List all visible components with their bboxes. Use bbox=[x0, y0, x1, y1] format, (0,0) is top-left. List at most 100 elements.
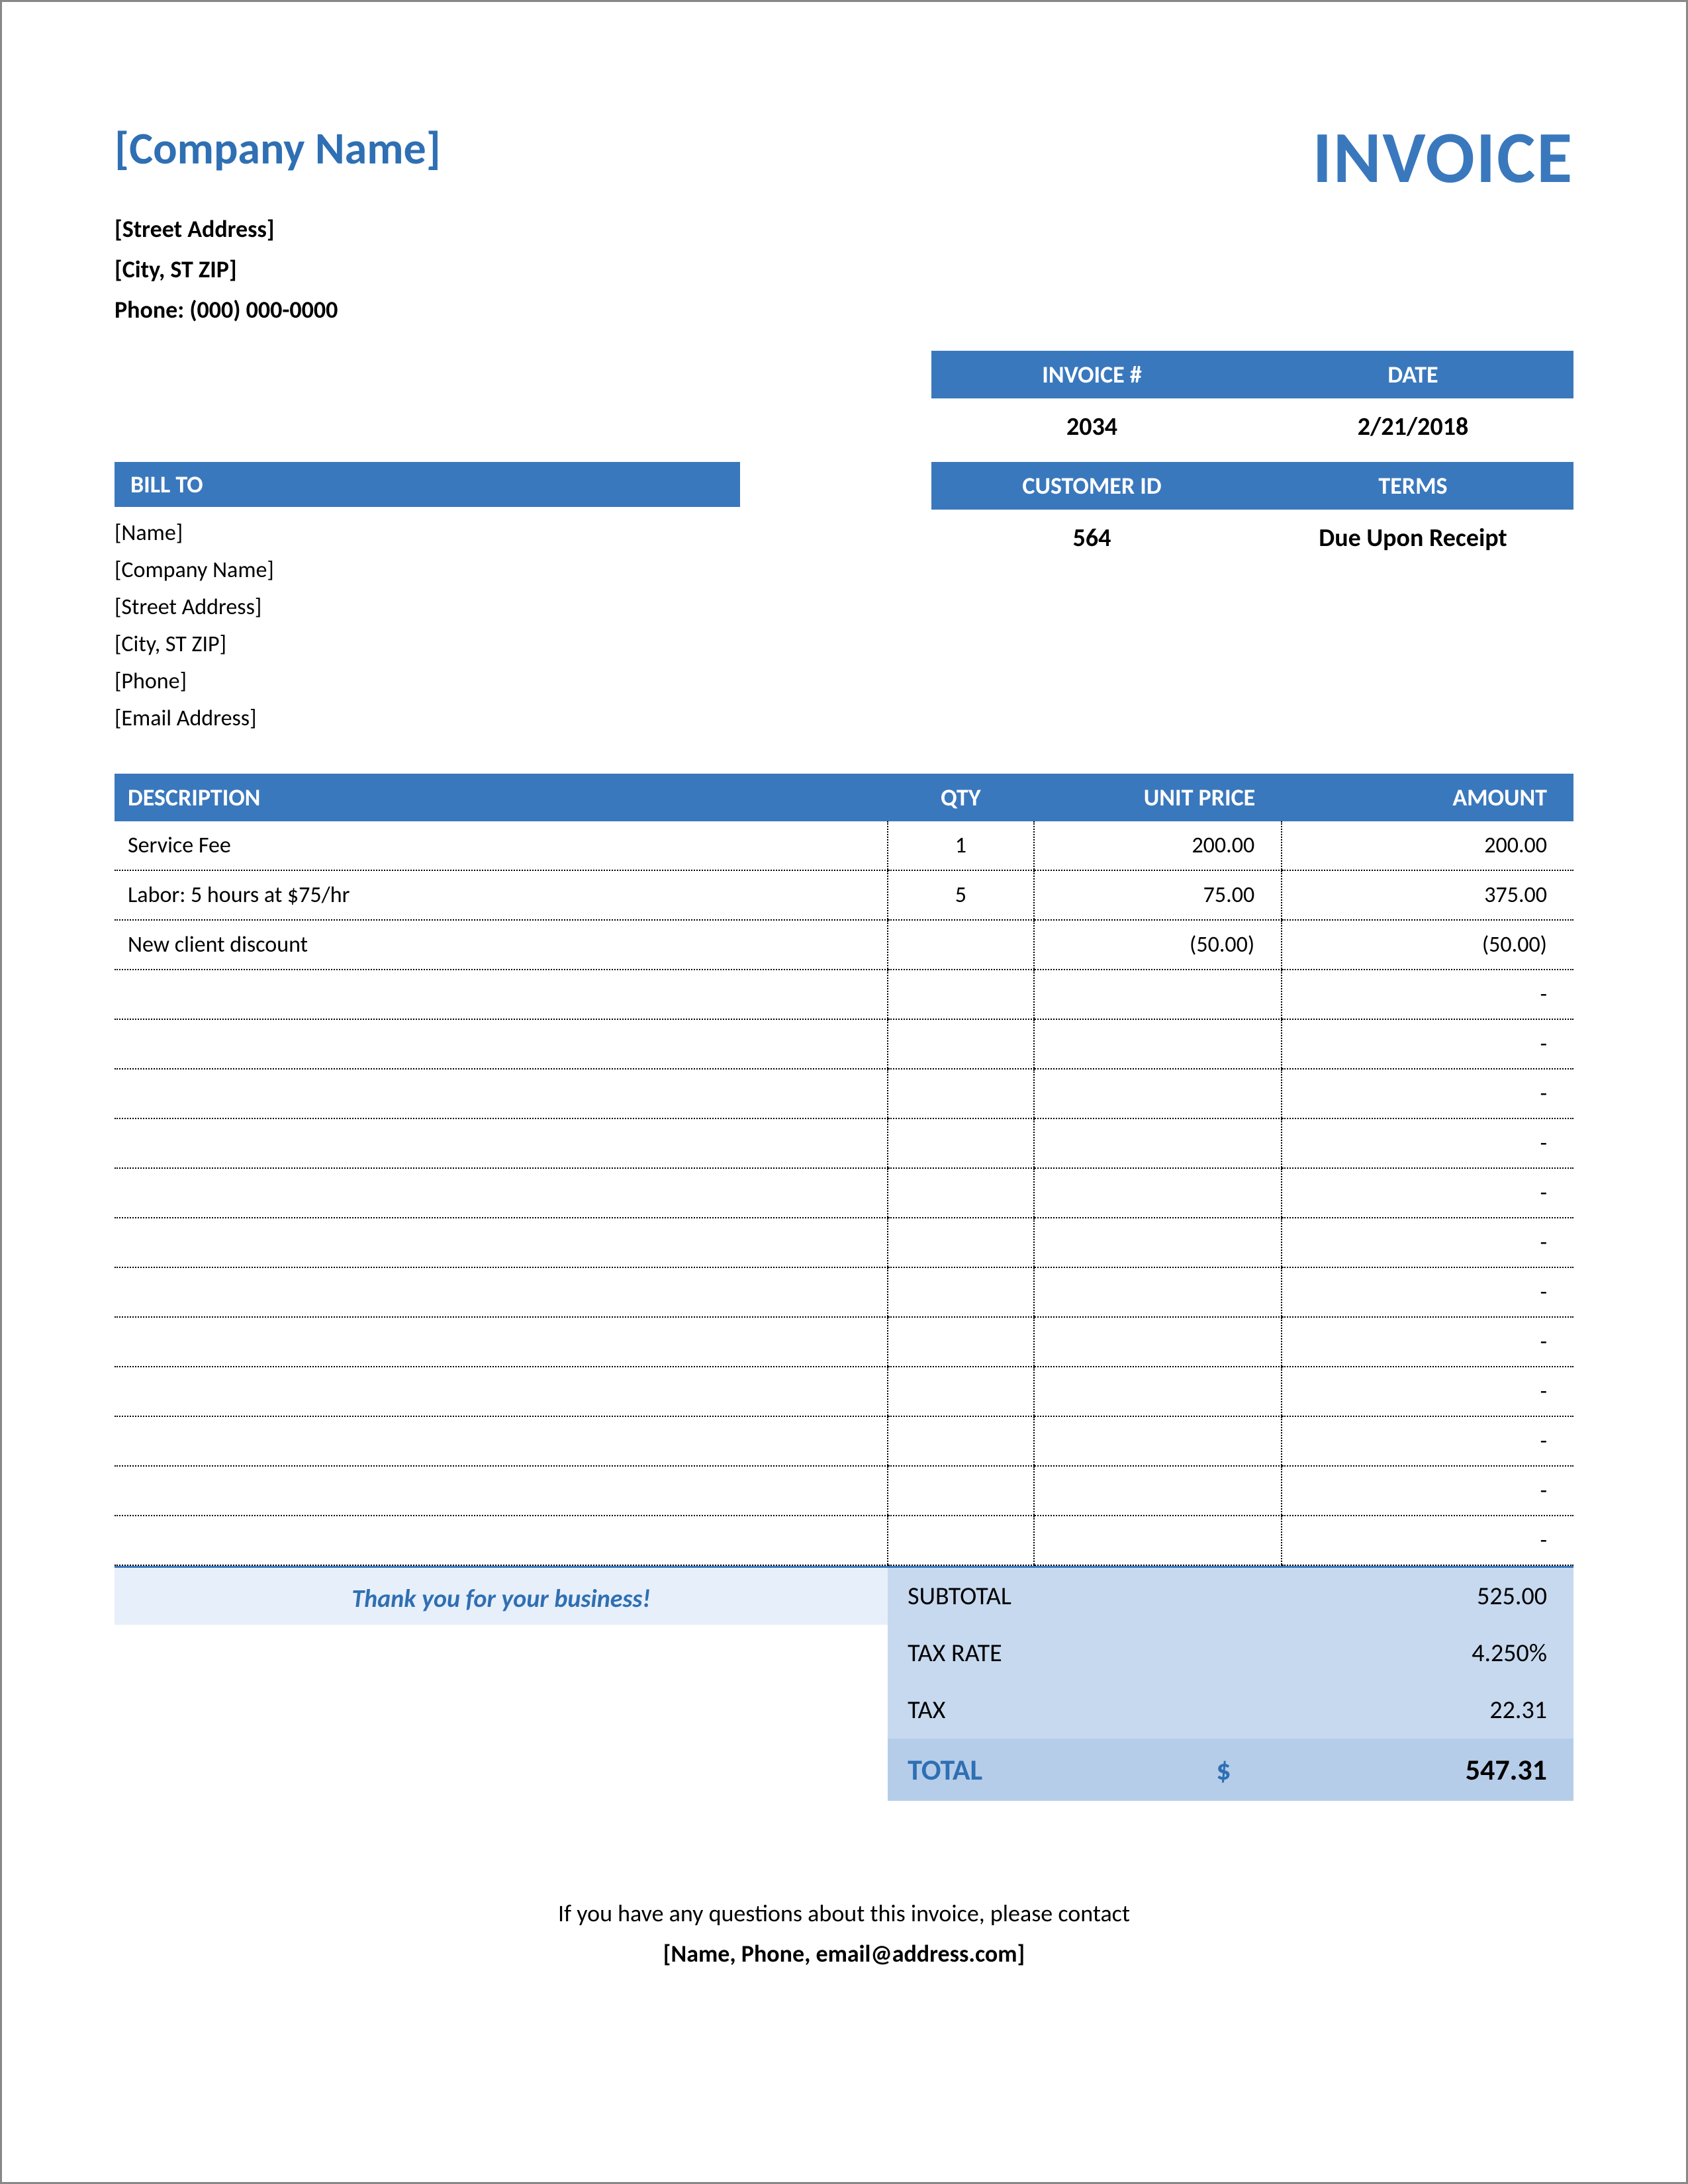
item-unit bbox=[1034, 1168, 1282, 1218]
company-block: [Company Name] [Street Address] [City, S… bbox=[115, 121, 441, 331]
subtotal-label: SUBTOTAL bbox=[888, 1568, 1196, 1625]
item-unit bbox=[1034, 1019, 1282, 1069]
item-desc bbox=[115, 1218, 888, 1267]
table-row: - bbox=[115, 1317, 1573, 1367]
item-amount: - bbox=[1282, 1218, 1573, 1267]
billto-header: BILL TO bbox=[115, 462, 740, 507]
item-amount: - bbox=[1282, 1516, 1573, 1565]
item-desc bbox=[115, 1168, 888, 1218]
item-desc: Labor: 5 hours at $75/hr bbox=[115, 870, 888, 920]
taxrate-label: TAX RATE bbox=[888, 1625, 1196, 1682]
table-row: Labor: 5 hours at $75/hr575.00375.00 bbox=[115, 870, 1573, 920]
company-name: [Company Name] bbox=[115, 121, 441, 176]
totals-section: Thank you for your business! SUBTOTAL 52… bbox=[115, 1566, 1573, 1801]
item-desc bbox=[115, 1019, 888, 1069]
item-qty bbox=[888, 1069, 1033, 1118]
footer-contact: [Name, Phone, email@address.com] bbox=[115, 1934, 1573, 1974]
item-qty: 1 bbox=[888, 821, 1033, 870]
item-amount: - bbox=[1282, 1466, 1573, 1516]
item-unit bbox=[1034, 1367, 1282, 1416]
customer-id-header: CUSTOMER ID bbox=[931, 462, 1252, 510]
item-unit: (50.00) bbox=[1034, 920, 1282, 970]
item-amount: - bbox=[1282, 1069, 1573, 1118]
invoice-page: [Company Name] [Street Address] [City, S… bbox=[0, 0, 1688, 2184]
table-row: - bbox=[115, 1019, 1573, 1069]
thank-you-message: Thank you for your business! bbox=[115, 1568, 888, 1625]
subtotal-value: 525.00 bbox=[1299, 1568, 1573, 1625]
item-qty bbox=[888, 1118, 1033, 1168]
billto-line: [Email Address] bbox=[115, 700, 740, 737]
company-address: [Street Address] [City, ST ZIP] Phone: (… bbox=[115, 209, 441, 331]
tax-label: TAX bbox=[888, 1682, 1196, 1739]
total-value: 547.31 bbox=[1299, 1739, 1573, 1801]
total-currency: $ bbox=[1196, 1739, 1299, 1801]
item-desc bbox=[115, 1466, 888, 1516]
item-desc: Service Fee bbox=[115, 821, 888, 870]
header-row: [Company Name] [Street Address] [City, S… bbox=[115, 121, 1573, 331]
item-qty bbox=[888, 1367, 1033, 1416]
billto-lines: [Name][Company Name][Street Address][Cit… bbox=[115, 515, 740, 738]
item-desc: New client discount bbox=[115, 920, 888, 970]
item-qty bbox=[888, 1019, 1033, 1069]
item-desc bbox=[115, 970, 888, 1019]
items-table: DESCRIPTION QTY UNIT PRICE AMOUNT Servic… bbox=[115, 774, 1573, 1566]
table-row: - bbox=[115, 1267, 1573, 1317]
item-desc bbox=[115, 1516, 888, 1565]
items-header-desc: DESCRIPTION bbox=[115, 774, 888, 821]
invoice-date-header: DATE bbox=[1252, 351, 1573, 398]
invoice-number: 2034 bbox=[931, 398, 1252, 455]
item-unit bbox=[1034, 1416, 1282, 1466]
item-unit: 75.00 bbox=[1034, 870, 1282, 920]
item-qty bbox=[888, 1466, 1033, 1516]
item-amount: - bbox=[1282, 1118, 1573, 1168]
billto-line: [Name] bbox=[115, 515, 740, 552]
item-qty bbox=[888, 1267, 1033, 1317]
total-label: TOTAL bbox=[888, 1739, 1196, 1801]
billto-line: [Street Address] bbox=[115, 589, 740, 626]
item-qty bbox=[888, 1168, 1033, 1218]
item-qty bbox=[888, 920, 1033, 970]
invoice-meta-table: INVOICE # DATE 2034 2/21/2018 bbox=[931, 351, 1573, 455]
item-unit: 200.00 bbox=[1034, 821, 1282, 870]
item-amount: 200.00 bbox=[1282, 821, 1573, 870]
tax-value: 22.31 bbox=[1299, 1682, 1573, 1739]
item-desc bbox=[115, 1069, 888, 1118]
item-amount: - bbox=[1282, 1416, 1573, 1466]
table-row: - bbox=[115, 1367, 1573, 1416]
footer: If you have any questions about this inv… bbox=[115, 1893, 1573, 1974]
company-city: [City, ST ZIP] bbox=[115, 250, 441, 290]
taxrate-value: 4.250% bbox=[1299, 1625, 1573, 1682]
item-unit bbox=[1034, 1069, 1282, 1118]
billto-block: BILL TO [Name][Company Name][Street Addr… bbox=[115, 462, 740, 738]
customer-id: 564 bbox=[931, 510, 1252, 567]
invoice-date: 2/21/2018 bbox=[1252, 398, 1573, 455]
terms: Due Upon Receipt bbox=[1252, 510, 1573, 567]
item-unit bbox=[1034, 970, 1282, 1019]
footer-line1: If you have any questions about this inv… bbox=[115, 1893, 1573, 1934]
table-row: - bbox=[115, 1516, 1573, 1565]
item-unit bbox=[1034, 1118, 1282, 1168]
item-desc bbox=[115, 1416, 888, 1466]
item-qty bbox=[888, 1218, 1033, 1267]
item-unit bbox=[1034, 1516, 1282, 1565]
item-qty bbox=[888, 1516, 1033, 1565]
item-amount: - bbox=[1282, 1367, 1573, 1416]
item-unit bbox=[1034, 1317, 1282, 1367]
terms-header: TERMS bbox=[1252, 462, 1573, 510]
item-amount: - bbox=[1282, 1317, 1573, 1367]
item-amount: - bbox=[1282, 1168, 1573, 1218]
table-row: New client discount(50.00)(50.00) bbox=[115, 920, 1573, 970]
item-unit bbox=[1034, 1218, 1282, 1267]
item-qty: 5 bbox=[888, 870, 1033, 920]
table-row: Service Fee1200.00200.00 bbox=[115, 821, 1573, 870]
customer-meta-table: CUSTOMER ID TERMS 564 Due Upon Receipt bbox=[931, 462, 1573, 567]
item-desc bbox=[115, 1317, 888, 1367]
table-row: - bbox=[115, 1466, 1573, 1516]
item-qty bbox=[888, 1317, 1033, 1367]
table-row: - bbox=[115, 1118, 1573, 1168]
item-qty bbox=[888, 970, 1033, 1019]
items-header-amount: AMOUNT bbox=[1282, 774, 1573, 821]
billto-line: [Phone] bbox=[115, 663, 740, 700]
totals-table: SUBTOTAL 525.00 TAX RATE 4.250% TAX 22.3… bbox=[888, 1568, 1573, 1801]
table-row: - bbox=[115, 1069, 1573, 1118]
